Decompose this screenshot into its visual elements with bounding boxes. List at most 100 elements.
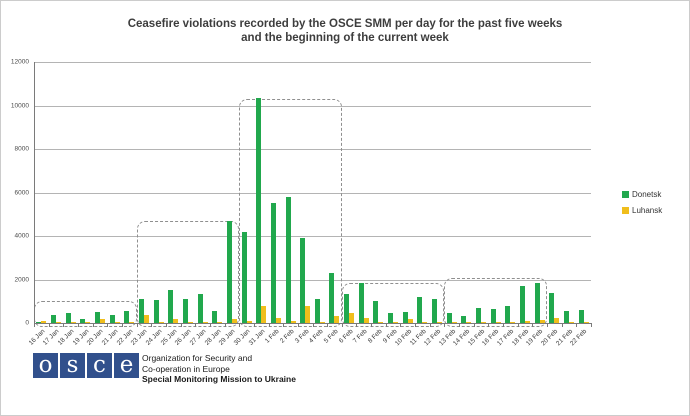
- bar-donetsk: [534, 282, 540, 323]
- x-axis-tick: [341, 324, 343, 327]
- x-axis-tick: [151, 324, 153, 327]
- bar-luhansk: [510, 322, 516, 323]
- bar-donetsk: [197, 293, 203, 323]
- x-axis-tick: [385, 324, 387, 327]
- x-axis-tick: [576, 324, 578, 327]
- x-axis-label: 4 Feb: [308, 328, 325, 345]
- chart-title: Ceasefire violations recorded by the OSC…: [1, 17, 689, 45]
- bar-luhansk: [246, 321, 252, 323]
- legend-label-luhansk: Luhansk: [632, 206, 663, 215]
- x-axis-tick: [34, 324, 35, 327]
- bar-luhansk: [305, 305, 311, 323]
- x-axis-label: 1 Feb: [264, 328, 281, 345]
- bar-donetsk: [270, 203, 276, 323]
- bar-luhansk: [437, 322, 443, 323]
- bar-donetsk: [520, 286, 526, 323]
- bar-luhansk: [99, 319, 105, 323]
- x-axis-label: 5 Feb: [322, 328, 340, 345]
- x-axis-tick: [77, 324, 79, 327]
- x-axis-tick: [547, 324, 549, 327]
- bar-donetsk: [65, 313, 71, 323]
- bar-luhansk: [275, 317, 281, 323]
- bar-donetsk: [446, 313, 452, 323]
- bar-donetsk: [94, 312, 100, 323]
- bar-donetsk: [109, 315, 115, 323]
- bar-luhansk: [129, 322, 135, 323]
- osce-logo-letter-o: o: [33, 353, 58, 378]
- x-axis-tick: [209, 324, 211, 327]
- bar-donetsk: [344, 293, 350, 323]
- x-axis-tick: [400, 324, 402, 327]
- bar-donetsk: [476, 308, 482, 323]
- x-axis-tick: [224, 324, 226, 327]
- x-axis-tick: [503, 324, 505, 327]
- bar-luhansk: [261, 305, 267, 323]
- bar-donetsk: [417, 296, 423, 323]
- footer-org-line1: Organization for Security and: [142, 353, 253, 363]
- x-axis-tick: [283, 324, 285, 327]
- legend-item-luhansk: Luhansk: [622, 206, 662, 215]
- gridline-6000: [34, 192, 591, 194]
- bar-luhansk: [334, 316, 340, 323]
- y-axis-label: 2000: [14, 276, 29, 283]
- bar-luhansk: [55, 322, 61, 323]
- bar-luhansk: [422, 322, 428, 323]
- bar-donetsk: [168, 290, 174, 323]
- bar-donetsk: [80, 318, 86, 323]
- bar-donetsk: [300, 238, 306, 323]
- x-axis-tick: [444, 324, 446, 327]
- footer-mission-line: Special Monitoring Mission to Ukraine: [142, 374, 296, 384]
- osce-logo-letter-s: s: [60, 353, 85, 378]
- y-axis-label: 4000: [14, 232, 29, 240]
- x-axis-tick: [356, 324, 358, 327]
- bar-luhansk: [187, 322, 193, 323]
- week-annotation-box: [341, 282, 445, 327]
- bar-donetsk: [549, 292, 555, 323]
- x-axis-tick: [429, 324, 431, 327]
- bar-luhansk: [554, 317, 560, 323]
- osce-logo-letter-e: e: [114, 353, 139, 378]
- bar-luhansk: [143, 315, 149, 323]
- x-axis-tick: [591, 324, 592, 327]
- osce-logo: o s c e: [33, 353, 141, 378]
- bar-donetsk: [241, 231, 247, 323]
- bar-luhansk: [41, 321, 47, 323]
- x-axis-tick: [195, 324, 197, 327]
- x-axis: 16 Jan 17 Jan 18 Jan 19 Jan 20 Jan 21 Jan 22 J…: [28, 324, 592, 354]
- legend: Donetsk Luhansk: [622, 190, 662, 222]
- bar-donetsk: [461, 315, 467, 323]
- bar-donetsk: [285, 196, 291, 323]
- bar-luhansk: [173, 318, 179, 323]
- x-axis-tick: [180, 324, 182, 327]
- gridline-8000: [34, 149, 591, 151]
- bar-luhansk: [539, 319, 545, 323]
- week-annotation-box: [444, 278, 547, 327]
- x-axis-line: [34, 323, 592, 324]
- x-axis-tick: [239, 324, 241, 327]
- bar-luhansk: [393, 322, 399, 323]
- bar-donetsk: [505, 306, 511, 323]
- chart-title-line1: Ceasefire violations recorded by the OSC…: [127, 18, 563, 30]
- x-axis-tick: [488, 324, 490, 327]
- bar-donetsk: [124, 311, 130, 323]
- x-axis-tick: [268, 324, 270, 327]
- x-axis-label: 7 Feb: [352, 328, 369, 345]
- bar-luhansk: [583, 321, 589, 323]
- bar-luhansk: [85, 322, 91, 323]
- x-axis-tick: [532, 324, 534, 327]
- bar-luhansk: [407, 319, 413, 323]
- bar-donetsk: [36, 321, 42, 323]
- bar-luhansk: [319, 322, 325, 323]
- bar-luhansk: [202, 322, 208, 323]
- gridline-2000: [34, 279, 591, 281]
- x-axis-tick: [121, 324, 123, 327]
- bar-luhansk: [525, 320, 531, 323]
- bar-luhansk: [70, 322, 76, 323]
- bar-luhansk: [466, 322, 472, 323]
- bar-luhansk: [481, 321, 487, 323]
- bar-donetsk: [50, 314, 56, 323]
- footer-org-line2: Co-operation in Europe: [142, 363, 230, 374]
- bar-luhansk: [114, 322, 120, 323]
- bar-donetsk: [432, 299, 438, 323]
